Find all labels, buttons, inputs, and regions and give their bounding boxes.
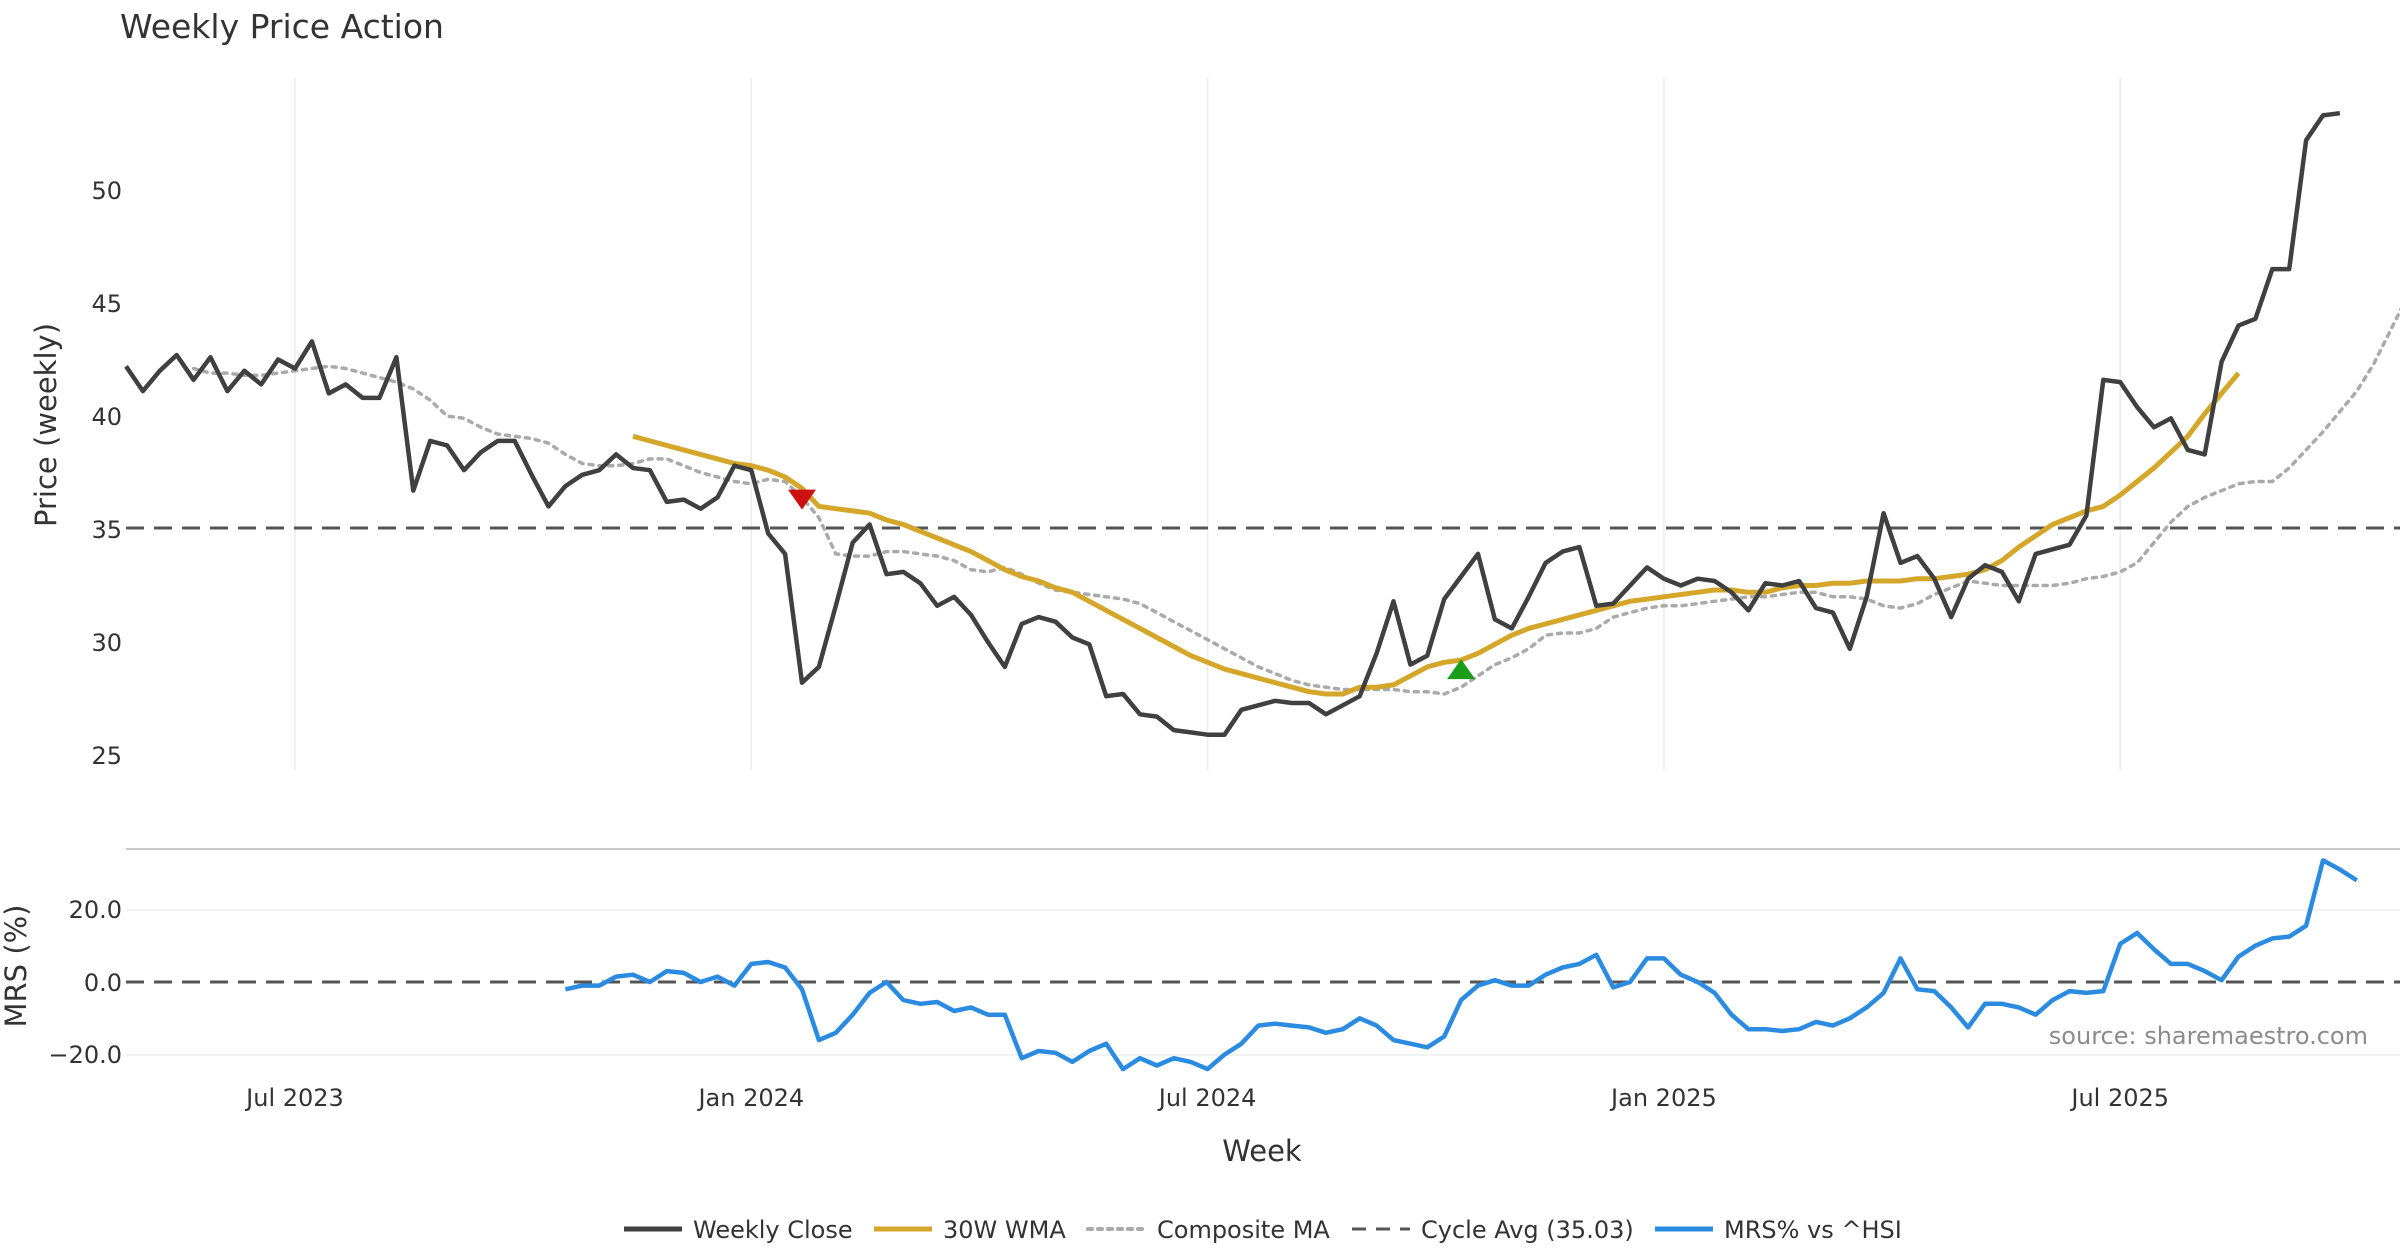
price-series: [124, 110, 2400, 737]
price-y-tick: 30: [91, 629, 122, 657]
price-y-tick: 25: [91, 742, 122, 770]
chart-title: Weekly Price Action: [120, 7, 444, 46]
legend-label: Composite MA: [1157, 1216, 1330, 1244]
legend-item-cycle-avg: Cycle Avg (35.03): [1352, 1216, 1634, 1244]
legend-label: Cycle Avg (35.03): [1421, 1216, 1634, 1244]
price-y-tick: 40: [91, 403, 122, 431]
x-tick: Jul 2025: [2069, 1084, 2169, 1112]
price-y-tick: 50: [91, 177, 122, 205]
legend: Weekly Close 30W WMA Composite MA Cycle …: [624, 1216, 1902, 1244]
mrs-y-tick: −20.0: [48, 1041, 122, 1069]
x-tick: Jul 2024: [1157, 1084, 1257, 1112]
mrs-y-tick: 0.0: [84, 969, 122, 997]
weekly-close-line: [124, 110, 2341, 737]
price-y-axis-label: Price (weekly): [29, 323, 63, 527]
legend-label: 30W WMA: [943, 1216, 1066, 1244]
price-y-ticks: 25 30 35 40 45 50: [91, 177, 122, 770]
mrs-y-ticks: 20.0 0.0 −20.0: [48, 896, 122, 1069]
legend-item-mrs: MRS% vs ^HSI: [1655, 1216, 1902, 1244]
mrs-line: [564, 858, 2359, 1072]
legend-label: Weekly Close: [693, 1216, 853, 1244]
legend-label: MRS% vs ^HSI: [1724, 1216, 1902, 1244]
x-axis-label: Week: [1222, 1134, 1302, 1168]
mrs-horizontal-gridlines: [126, 909, 2400, 1056]
price-y-tick: 35: [91, 516, 122, 544]
legend-item-30w-wma: 30W WMA: [874, 1216, 1066, 1244]
x-tick: Jan 2024: [696, 1084, 804, 1112]
buy-signal-marker: [1447, 659, 1476, 680]
legend-item-weekly-close: Weekly Close: [624, 1216, 853, 1244]
x-tick: Jul 2023: [244, 1084, 344, 1112]
composite-ma-line: [191, 307, 2400, 696]
source-annotation: source: sharemaestro.com: [2049, 1022, 2368, 1050]
legend-item-composite-ma: Composite MA: [1086, 1216, 1330, 1244]
sell-signal-marker: [788, 489, 816, 510]
mrs-y-tick: 20.0: [69, 896, 122, 924]
price-vertical-gridlines: [294, 78, 2121, 770]
x-ticks: Jul 2023 Jan 2024 Jul 2024 Jan 2025 Jul …: [244, 1084, 2169, 1112]
signal-markers: [788, 489, 1476, 680]
x-tick: Jan 2025: [1609, 1084, 1717, 1112]
price-y-tick: 45: [91, 290, 122, 318]
mrs-y-axis-label: MRS (%): [0, 905, 33, 1028]
wma-30w-line: [632, 371, 2241, 697]
